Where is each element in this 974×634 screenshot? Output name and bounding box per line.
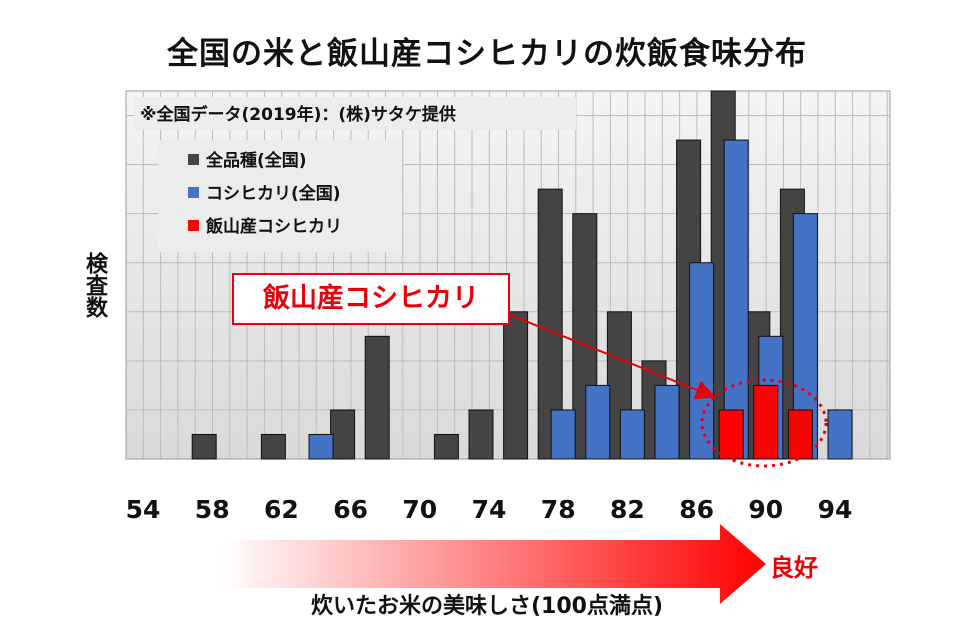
koshihikari-bar xyxy=(308,433,334,460)
all-varieties-bar xyxy=(468,409,494,460)
x-tick-label: 94 xyxy=(818,495,853,524)
iiyama-bar xyxy=(718,409,744,460)
good-label: 良好 xyxy=(770,554,818,582)
all-varieties-bar xyxy=(191,433,217,460)
all-varieties-bar xyxy=(433,433,459,460)
callout-arrow xyxy=(507,313,716,400)
koshihikari-bar xyxy=(619,409,645,460)
x-tick-label: 58 xyxy=(195,495,230,524)
x-tick-label: 62 xyxy=(264,495,299,524)
all-varieties-bar xyxy=(503,311,529,460)
legend-swatch xyxy=(188,187,199,198)
highlight-ellipse xyxy=(700,378,828,468)
callout-box: 飯山産コシヒカリ xyxy=(232,273,510,325)
x-tick-label: 78 xyxy=(541,495,576,524)
x-tick-label: 86 xyxy=(679,495,714,524)
all-varieties-bar xyxy=(330,409,356,460)
legend-swatch xyxy=(188,220,199,231)
legend-label: コシヒカリ(全国) xyxy=(206,183,341,204)
koshihikari-bar xyxy=(827,409,853,460)
x-tick-label: 54 xyxy=(126,495,161,524)
chart-title: 全国の米と飯山産コシヒカリの炊飯食味分布 xyxy=(167,36,807,72)
legend-label: 全品種(全国) xyxy=(205,150,307,171)
x-tick-label: 82 xyxy=(610,495,645,524)
x-tick-label: 70 xyxy=(402,495,437,524)
legend-swatch xyxy=(188,154,199,165)
all-varieties-bar xyxy=(364,335,390,460)
quality-arrow xyxy=(222,524,766,604)
x-tick-label: 66 xyxy=(333,495,368,524)
legend-label: 飯山産コシヒカリ xyxy=(205,216,342,237)
all-varieties-bar xyxy=(260,433,286,460)
koshihikari-bar xyxy=(654,384,680,460)
data-source-note: ※全国データ(2019年)：(株)サタケ提供 xyxy=(140,104,456,125)
koshihikari-bar xyxy=(550,409,576,460)
iiyama-bar xyxy=(753,384,779,460)
koshihikari-bar xyxy=(723,139,749,460)
iiyama-bar xyxy=(787,409,813,460)
x-tick-label: 90 xyxy=(748,495,783,524)
koshihikari-bar xyxy=(689,262,715,460)
koshihikari-bar xyxy=(585,384,611,460)
y-axis-label: 検査数 xyxy=(82,252,107,318)
note-box xyxy=(134,97,576,130)
x-tick-label: 74 xyxy=(472,495,507,524)
x-axis-label: 炊いたお米の美味しさ(100点満点) xyxy=(310,594,664,619)
